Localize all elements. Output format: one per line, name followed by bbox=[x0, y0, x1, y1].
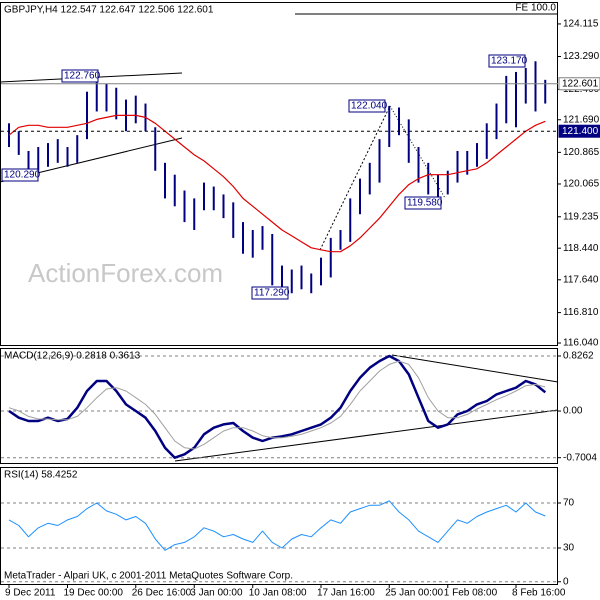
fe-label: FE 100.0 bbox=[515, 3, 556, 14]
y-tick-label: 0 bbox=[563, 576, 569, 587]
annotation: 119.580 bbox=[407, 198, 443, 209]
price-tag-label: 122.601 bbox=[562, 78, 599, 89]
y-tick-label: 30 bbox=[563, 543, 575, 554]
annotation-box bbox=[61, 69, 99, 83]
x-tick-label: 1 Feb 08:00 bbox=[444, 588, 498, 599]
y-tick-label: 120.065 bbox=[563, 179, 600, 190]
panel-title: GBPJPY,H4 122.547 122.647 122.506 122.60… bbox=[4, 5, 214, 16]
watermark: ActionForex.com bbox=[28, 258, 223, 288]
x-tick-label: 17 Jan 16:00 bbox=[317, 588, 375, 599]
x-tick-label: 25 Jan 00:00 bbox=[385, 588, 443, 599]
annotation-box bbox=[1, 168, 39, 182]
series-line bbox=[8, 500, 546, 551]
trend-line bbox=[319, 105, 391, 251]
annotation-box bbox=[488, 54, 526, 68]
y-tick-label: 121.690 bbox=[563, 114, 600, 125]
annotation: 122.760 bbox=[64, 71, 101, 82]
series-line bbox=[8, 114, 546, 253]
annotation-box bbox=[251, 286, 289, 300]
footer: MetaTrader - Alpari UK, c 2001-2011 Meta… bbox=[4, 571, 293, 582]
y-tick-label: 117.640 bbox=[563, 274, 599, 285]
annotation-box bbox=[348, 99, 386, 113]
x-tick-label: 9 Dec 2011 bbox=[5, 588, 56, 599]
y-tick-label: 120.865 bbox=[563, 147, 600, 158]
y-tick-label: 70 bbox=[563, 498, 575, 509]
y-tick-label: 0.8262 bbox=[563, 351, 594, 362]
x-tick-label: 8 Feb 16:00 bbox=[512, 588, 566, 599]
annotation: 123.170 bbox=[491, 56, 528, 67]
annotation: 120.290 bbox=[4, 170, 41, 181]
annotation: 122.040 bbox=[351, 101, 388, 112]
series-line bbox=[8, 360, 546, 450]
y-tick-label: -0.7004 bbox=[563, 452, 597, 463]
price-tag-label: 121.400 bbox=[562, 126, 599, 137]
x-tick-label: 26 Dec 16:00 bbox=[132, 588, 192, 599]
trend-line bbox=[174, 409, 559, 462]
macd-panel bbox=[0, 348, 558, 464]
y-tick-label: 0.00 bbox=[563, 406, 583, 417]
price-tag bbox=[558, 77, 600, 91]
annotation-box bbox=[404, 196, 442, 210]
y-tick-label: 118.440 bbox=[563, 243, 599, 254]
price-tag bbox=[558, 124, 600, 138]
rsi-panel bbox=[0, 467, 558, 585]
y-tick-label: 123.290 bbox=[563, 51, 600, 62]
x-tick-label: 10 Jan 08:00 bbox=[249, 588, 307, 599]
y-tick-label: 124.115 bbox=[563, 19, 599, 30]
annotation: 117.290 bbox=[254, 288, 290, 299]
x-tick-label: 3 Jan 00:00 bbox=[190, 588, 243, 599]
panel-title: RSI(14) 58.4252 bbox=[4, 470, 78, 481]
panel-title: MACD(12,26,9) 0.2818 0.3613 bbox=[4, 351, 141, 362]
series-line bbox=[8, 354, 547, 459]
y-tick-label: 116.810 bbox=[563, 307, 599, 318]
x-tick-label: 19 Dec 00:00 bbox=[64, 588, 124, 599]
y-tick-label: 119.235 bbox=[563, 211, 599, 222]
trend-line bbox=[391, 354, 559, 383]
y-tick-label: 116.040 bbox=[563, 338, 599, 349]
